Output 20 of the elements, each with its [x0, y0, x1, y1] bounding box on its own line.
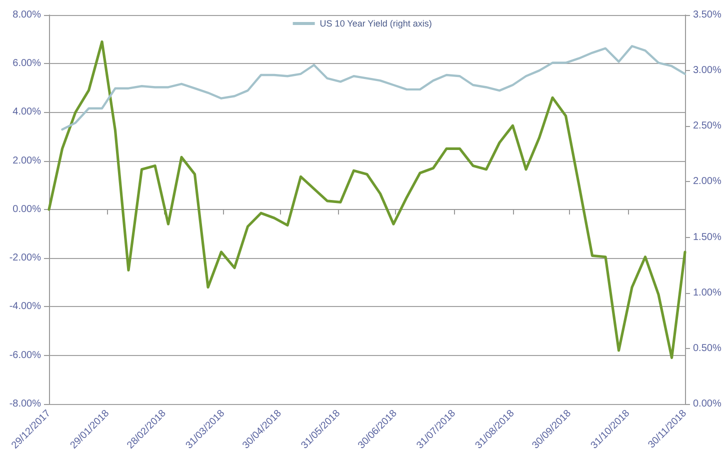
y2-tick-label: 3.00%: [693, 65, 722, 76]
y-tick-label: 8.00%: [12, 10, 42, 20]
y-tick-label: -6.00%: [9, 350, 42, 361]
y-tick-label: 0.00%: [12, 204, 42, 215]
y-tick-label: 6.00%: [12, 58, 42, 70]
y-tick-label: -2.00%: [9, 252, 42, 264]
y-tick-label: -8.00%: [9, 398, 42, 410]
y-tick-label: 4.00%: [12, 106, 42, 118]
y2-tick-label: 1.00%: [693, 287, 722, 298]
y2-tick-label: 2.50%: [693, 120, 722, 132]
y2-tick-label: 1.50%: [693, 232, 722, 243]
line-series: [61, 45, 686, 131]
y2-tick-label: 3.50%: [693, 10, 722, 20]
y2-tick-label: 0.50%: [693, 342, 722, 354]
y2-tick-label: 0.00%: [693, 398, 722, 410]
line-series: [48, 40, 686, 360]
y-tick-label: 2.00%: [12, 155, 42, 166]
y2-tick-label: 2.00%: [693, 176, 722, 188]
y-tick-label: -4.00%: [9, 301, 42, 312]
legend-label: US 10 Year Yield (right axis): [320, 18, 432, 28]
